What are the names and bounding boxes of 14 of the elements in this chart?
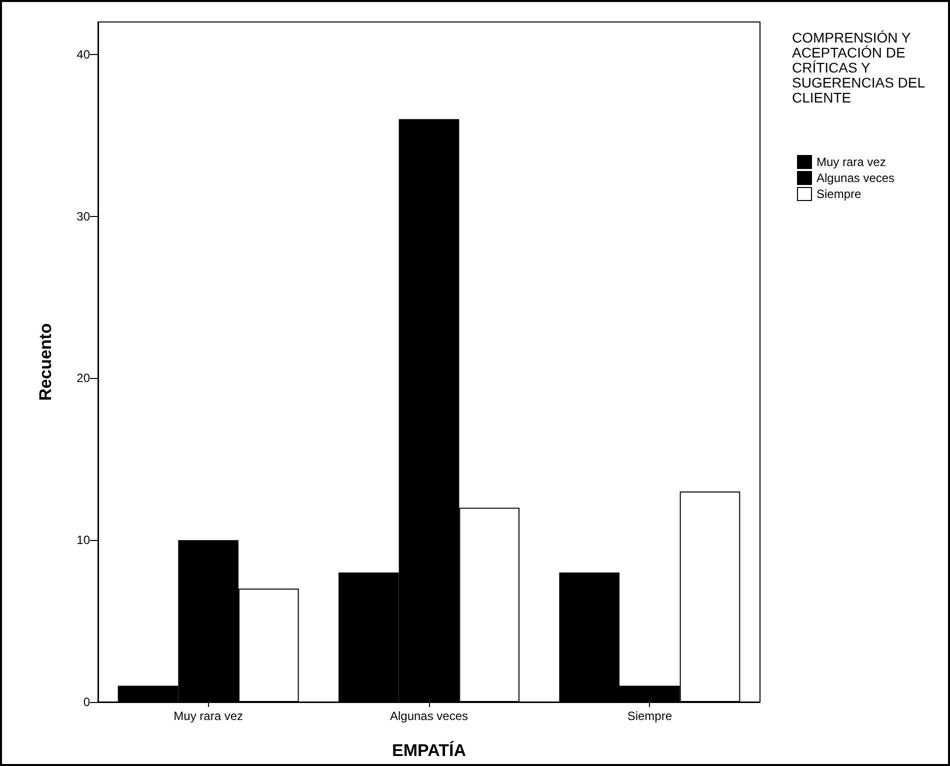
legend-title: COMPRENSIÓN Y ACEPTACIÓN DE CRÍTICAS Y SUGERENCIAS DEL CLIENTE xyxy=(792,30,928,106)
y-tick-label: 40 xyxy=(76,47,90,62)
y-tick-label: 10 xyxy=(76,533,90,548)
x-tick-label: Algunas veces xyxy=(390,709,468,723)
y-tick-label: 20 xyxy=(76,371,90,386)
x-tick-label: Siempre xyxy=(627,709,672,723)
x-axis-title: EMPATÍA xyxy=(392,740,466,760)
y-axis-title: Recuento xyxy=(36,323,55,401)
legend-label: Muy rara vez xyxy=(816,155,886,169)
legend-label: Siempre xyxy=(816,187,862,201)
legend-label: Algunas veces xyxy=(816,171,895,185)
y-tick-label: 0 xyxy=(83,695,90,709)
x-tick-label: Muy rara vez xyxy=(174,709,244,723)
y-tick-label: 30 xyxy=(76,209,90,224)
